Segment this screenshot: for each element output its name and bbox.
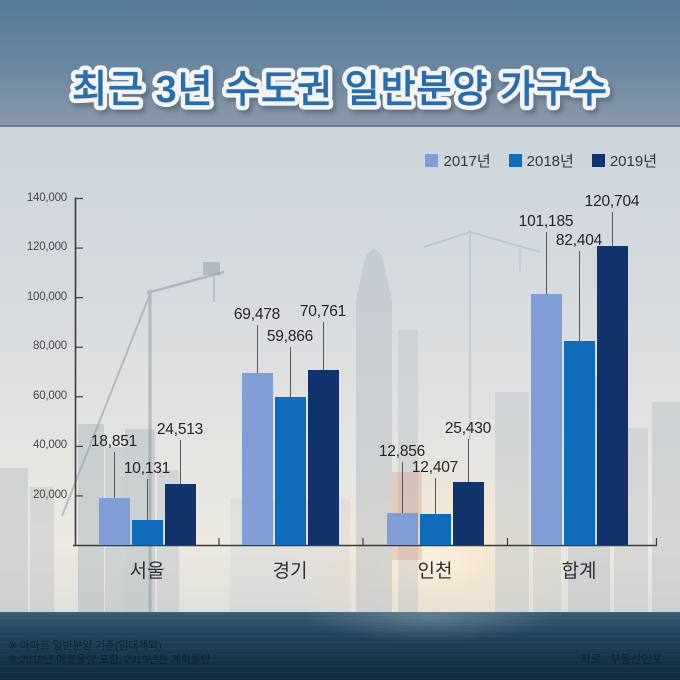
category-label-gyeonggi: 경기 <box>272 561 308 582</box>
category-label-seoul: 서울 <box>129 561 165 582</box>
leader-line-2017-seoul <box>114 452 115 499</box>
legend-swatch-2019 <box>591 153 605 167</box>
y-tick-label-140000: 140,000 <box>26 191 67 204</box>
leader-line-2018-seoul <box>147 478 148 520</box>
bar-2019-seoul <box>164 484 196 545</box>
bar-2018-incheon <box>419 514 451 545</box>
bar-2019-total <box>596 245 628 545</box>
legend-swatch-2018 <box>508 153 522 167</box>
value-label-2017-gyeonggi: 69,478 <box>233 305 281 323</box>
footnote-1: ※ 아파트 일반분양 기준(임대제외) <box>8 640 162 652</box>
value-label-2018-gyeonggi: 59,866 <box>266 327 314 345</box>
legend-label-2018: 2018년 <box>526 152 574 170</box>
y-tick-label-120000: 120,000 <box>26 241 67 254</box>
value-label-2017-seoul: 18,851 <box>90 433 138 451</box>
legend-label-2017: 2017년 <box>443 152 491 170</box>
bar-2018-seoul <box>131 519 163 545</box>
leader-line-2017-total <box>546 232 547 295</box>
legend-item-2019: 2019년 <box>591 150 657 171</box>
leader-line-2019-seoul <box>180 440 181 485</box>
value-label-2019-total: 120,704 <box>584 192 640 210</box>
leader-line-2018-incheon <box>435 478 436 515</box>
category-label-incheon: 인천 <box>417 561 453 582</box>
leader-line-2019-gyeonggi <box>323 321 324 370</box>
category-label-total: 합계 <box>561 561 597 582</box>
chart-legend: 2017년 2018년 2019년 <box>0 150 657 170</box>
legend-item-2017: 2017년 <box>425 150 491 171</box>
leader-line-2019-total <box>612 211 613 246</box>
value-label-2019-gyeonggi: 70,761 <box>299 302 347 320</box>
bar-2017-incheon <box>386 513 418 545</box>
y-tick-label-40000: 40,000 <box>33 439 67 452</box>
value-label-2018-seoul: 10,131 <box>123 459 171 477</box>
bar-2019-incheon <box>452 481 484 545</box>
leader-line-2018-total <box>579 250 580 341</box>
header-band <box>0 0 680 127</box>
bar-2019-gyeonggi <box>307 369 339 545</box>
leader-line-2017-incheon <box>402 462 403 514</box>
source-credit: 자료 : 부동산인포 <box>580 654 662 666</box>
footnotes: ※ 아파트 일반분양 기준(임대제외) ※ 2018년 예정물량 포함, 201… <box>8 639 211 667</box>
leader-line-2017-gyeonggi <box>257 324 258 373</box>
page-title: 최근 3년 수도권 일반분양 가구수 <box>72 69 608 111</box>
y-tick-label-100000: 100,000 <box>26 290 67 303</box>
construction-crane-left <box>61 270 225 612</box>
value-label-2017-total: 101,185 <box>518 213 574 231</box>
legend-item-2018: 2018년 <box>508 150 574 171</box>
legend-label-2019: 2019년 <box>609 152 657 170</box>
water-background <box>0 612 680 680</box>
bar-2018-gyeonggi <box>274 396 306 545</box>
leader-line-2018-gyeonggi <box>290 346 291 397</box>
bar-2017-total <box>530 294 562 545</box>
legend-swatch-2017 <box>425 153 439 167</box>
tall-tower-silhouette <box>356 248 392 612</box>
y-tick-label-80000: 80,000 <box>33 340 67 353</box>
value-label-2017-incheon: 12,856 <box>378 443 426 461</box>
title-banner: 최근 3년 수도권 일반분양 가구수 <box>68 65 612 116</box>
value-label-2019-incheon: 25,430 <box>444 419 492 437</box>
value-label-2018-incheon: 12,407 <box>411 459 459 477</box>
bar-2017-gyeonggi <box>241 372 273 545</box>
y-tick-label-20000: 20,000 <box>33 488 67 501</box>
value-label-2018-total: 82,404 <box>555 231 603 249</box>
y-tick-label-60000: 60,000 <box>33 389 67 402</box>
construction-crane-right <box>423 230 541 440</box>
footnote-2: ※ 2018년 예정물량 포함, 2019년은 계획물량 <box>8 654 211 666</box>
leader-line-2019-incheon <box>468 438 469 482</box>
bar-2017-seoul <box>98 498 130 545</box>
value-label-2019-seoul: 24,513 <box>156 421 204 439</box>
bar-2018-total <box>563 340 595 545</box>
